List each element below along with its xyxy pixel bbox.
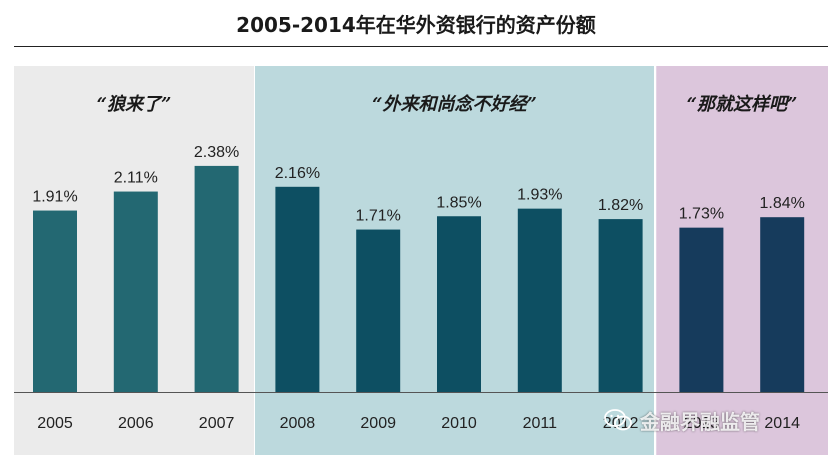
data-label-2010: 1.85%	[436, 194, 481, 211]
bar-2011	[517, 208, 562, 392]
bar-2006	[113, 191, 158, 392]
chart-title: 2005-2014年在华外资银行的资产份额	[236, 13, 596, 37]
bar-2012	[598, 219, 643, 392]
bar-2009	[356, 229, 401, 392]
watermark: 金融界融监管	[604, 398, 832, 442]
bar-2014	[760, 217, 805, 392]
x-tick-label: 2005	[37, 415, 73, 432]
phase-label: “那就这样吧”	[687, 94, 798, 115]
title-divider	[14, 46, 828, 47]
data-label-2011: 1.93%	[517, 187, 562, 204]
bar-2013	[679, 227, 724, 392]
phase-label: “狼来了”	[97, 94, 172, 115]
data-label-2009: 1.71%	[356, 208, 401, 225]
data-label-2014: 1.84%	[760, 195, 805, 212]
data-label-2008: 2.16%	[275, 165, 320, 182]
x-tick-label: 2013	[684, 415, 720, 432]
bar-2010	[437, 216, 481, 392]
x-tick-label: 2006	[118, 415, 154, 432]
data-label-2007: 2.38%	[194, 144, 239, 161]
bar-2008	[275, 186, 320, 392]
data-label-2013: 1.73%	[679, 206, 724, 223]
data-label-2005: 1.91%	[32, 189, 77, 206]
x-tick-label: 2009	[360, 415, 396, 432]
x-tick-label: 2008	[280, 415, 316, 432]
data-label-2012: 1.82%	[598, 197, 643, 214]
watermark-text: 金融界融监管	[640, 409, 760, 434]
x-tick-label: 2010	[441, 415, 477, 432]
bar-2007	[194, 165, 239, 392]
phase-label: “外来和尚念不好经”	[372, 94, 537, 115]
x-tick-label: 2014	[764, 415, 800, 432]
x-tick-label: 2011	[523, 415, 558, 432]
wechat-icon	[604, 409, 632, 431]
x-tick-label: 2007	[199, 415, 235, 432]
data-label-2006: 2.11%	[114, 170, 158, 187]
bar-2005	[33, 210, 77, 392]
